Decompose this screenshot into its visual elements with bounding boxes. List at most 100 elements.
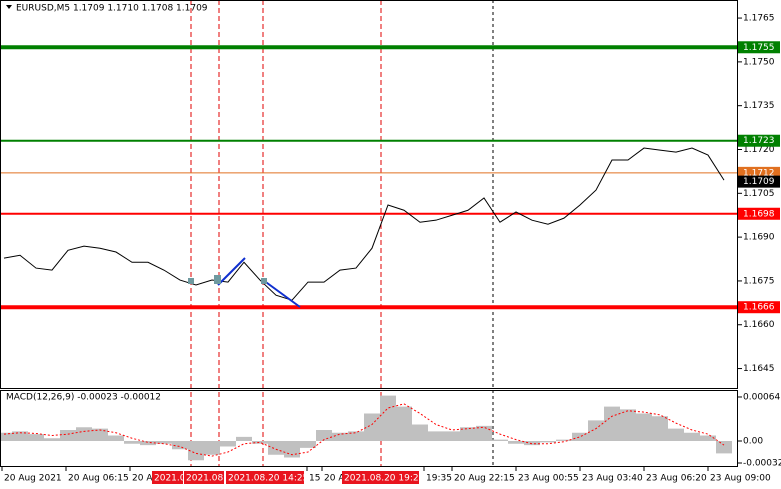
x-tick-label: 15 (309, 474, 320, 484)
macd-bar (588, 420, 604, 442)
macd-bar (108, 435, 124, 442)
x-marker-bg (152, 471, 183, 484)
macd-bar (188, 441, 204, 461)
y-tick-label: 1.1690 (743, 233, 775, 243)
level-label: 1.1723 (743, 136, 775, 146)
trend-line (217, 257, 246, 286)
macd-bar (28, 434, 44, 442)
macd-bar (332, 432, 348, 442)
menu-icon[interactable] (6, 5, 12, 9)
x-marker-bg (226, 471, 304, 484)
x-tick-label: 23 Aug 06:20 (646, 474, 707, 484)
level-label-bg (738, 41, 780, 54)
chart-title: EURUSD,M5 1.1709 1.1710 1.1708 1.1709 (16, 4, 208, 14)
x-marker-bg (342, 471, 419, 484)
price-line (3, 147, 725, 301)
last-price-bg (738, 175, 780, 188)
macd-bar (396, 406, 412, 442)
macd-bar (540, 441, 556, 443)
macd-bar (668, 428, 684, 442)
macd-bar (572, 432, 588, 442)
macd-bar (60, 429, 76, 442)
x-tick-label: 20 A (324, 474, 345, 484)
macd-bar (460, 427, 476, 442)
trend-drawings (188, 257, 301, 308)
x-tick-label: 20 Aug 2021 (4, 474, 62, 484)
macd-bar (524, 441, 540, 446)
x-tick-label: 23 Aug 03:40 (582, 474, 643, 484)
macd-bar (156, 441, 172, 444)
macd-bar (380, 395, 396, 442)
trade-marker (214, 275, 221, 284)
trade-marker (188, 278, 194, 284)
x-tick-label: 19:35 (426, 474, 452, 484)
level-label-bg (738, 207, 780, 220)
trend-line (262, 279, 301, 308)
macd-bar (620, 409, 636, 442)
level-label: 1.1666 (743, 303, 775, 313)
x-marker-label: 2021.08.2 (186, 474, 232, 484)
trade-marker (261, 278, 267, 284)
macd-bar (684, 432, 700, 442)
macd-frame (0, 390, 738, 467)
x-marker-label: 2021.08.20 19:20 (344, 474, 425, 484)
y-tick-label: 1.1735 (743, 101, 775, 111)
y-tick-label: 1.1675 (743, 276, 775, 286)
level-label: 1.1712 (743, 168, 775, 178)
macd-bar (444, 431, 460, 442)
y-tick-label: 0.00 (743, 437, 763, 447)
macd-bar (268, 441, 284, 455)
macd-bar (492, 439, 508, 442)
macd-bar (428, 431, 444, 442)
level-label-bg (738, 301, 780, 314)
macd-bar (204, 441, 220, 455)
time-markers (190, 0, 494, 467)
macd-bar (140, 441, 156, 446)
macd-bar (220, 441, 236, 447)
y-tick-label: 1.1720 (743, 145, 775, 155)
macd-bar (700, 435, 716, 442)
y-tick-label: 1.1660 (743, 320, 775, 330)
x-tick-label: 20 Aug 06:15 (68, 474, 129, 484)
y-tick-label: 0.00064 (743, 392, 780, 402)
x-tick-label: 20 Aug 22:15 (454, 474, 515, 484)
plot (0, 45, 738, 461)
x-tick-label: 23 Aug 00:55 (518, 474, 579, 484)
macd-bar (236, 436, 252, 442)
x-tick-label: 20 A (132, 474, 153, 484)
x-marker-bg (184, 471, 224, 484)
macd-bar (604, 406, 620, 442)
macd-bar (348, 431, 364, 442)
macd-bar (716, 441, 732, 454)
macd-signal (3, 403, 725, 457)
macd-bar (652, 416, 668, 442)
macd-bar (76, 427, 92, 442)
macd-bar (508, 441, 524, 444)
x-marker-label: 2021.0 (154, 474, 186, 484)
macd-bar (124, 441, 140, 444)
x-tick-label: 23 Aug 09:00 (710, 474, 771, 484)
y-tick-label: 1.1765 (743, 14, 775, 24)
y-tick-label: 1.1750 (743, 57, 775, 67)
macd-bar (636, 413, 652, 442)
macd-bar (316, 429, 332, 442)
macd-bar (0, 432, 12, 442)
y-tick-label: -0.00032 (743, 459, 781, 469)
macd-title: MACD(12,26,9) -0.00023 -0.00012 (6, 393, 161, 403)
macd-bar (364, 413, 380, 442)
last-price-label: 1.1709 (743, 177, 775, 187)
main-frame (0, 0, 738, 389)
macd-bar (556, 439, 572, 442)
y-tick-label: 1.1645 (743, 364, 775, 374)
y-tick-label: 1.1705 (743, 189, 775, 199)
macd-bar (300, 441, 316, 448)
macd-bar (252, 441, 268, 444)
macd-bar (44, 438, 60, 442)
macd-bar (12, 431, 28, 442)
level-label: 1.1698 (743, 209, 775, 219)
level-label: 1.1755 (743, 43, 775, 53)
macd-bar (172, 441, 188, 450)
macd-bar (92, 428, 108, 442)
x-marker-label: 2021.08.20 14:25 (228, 474, 308, 484)
